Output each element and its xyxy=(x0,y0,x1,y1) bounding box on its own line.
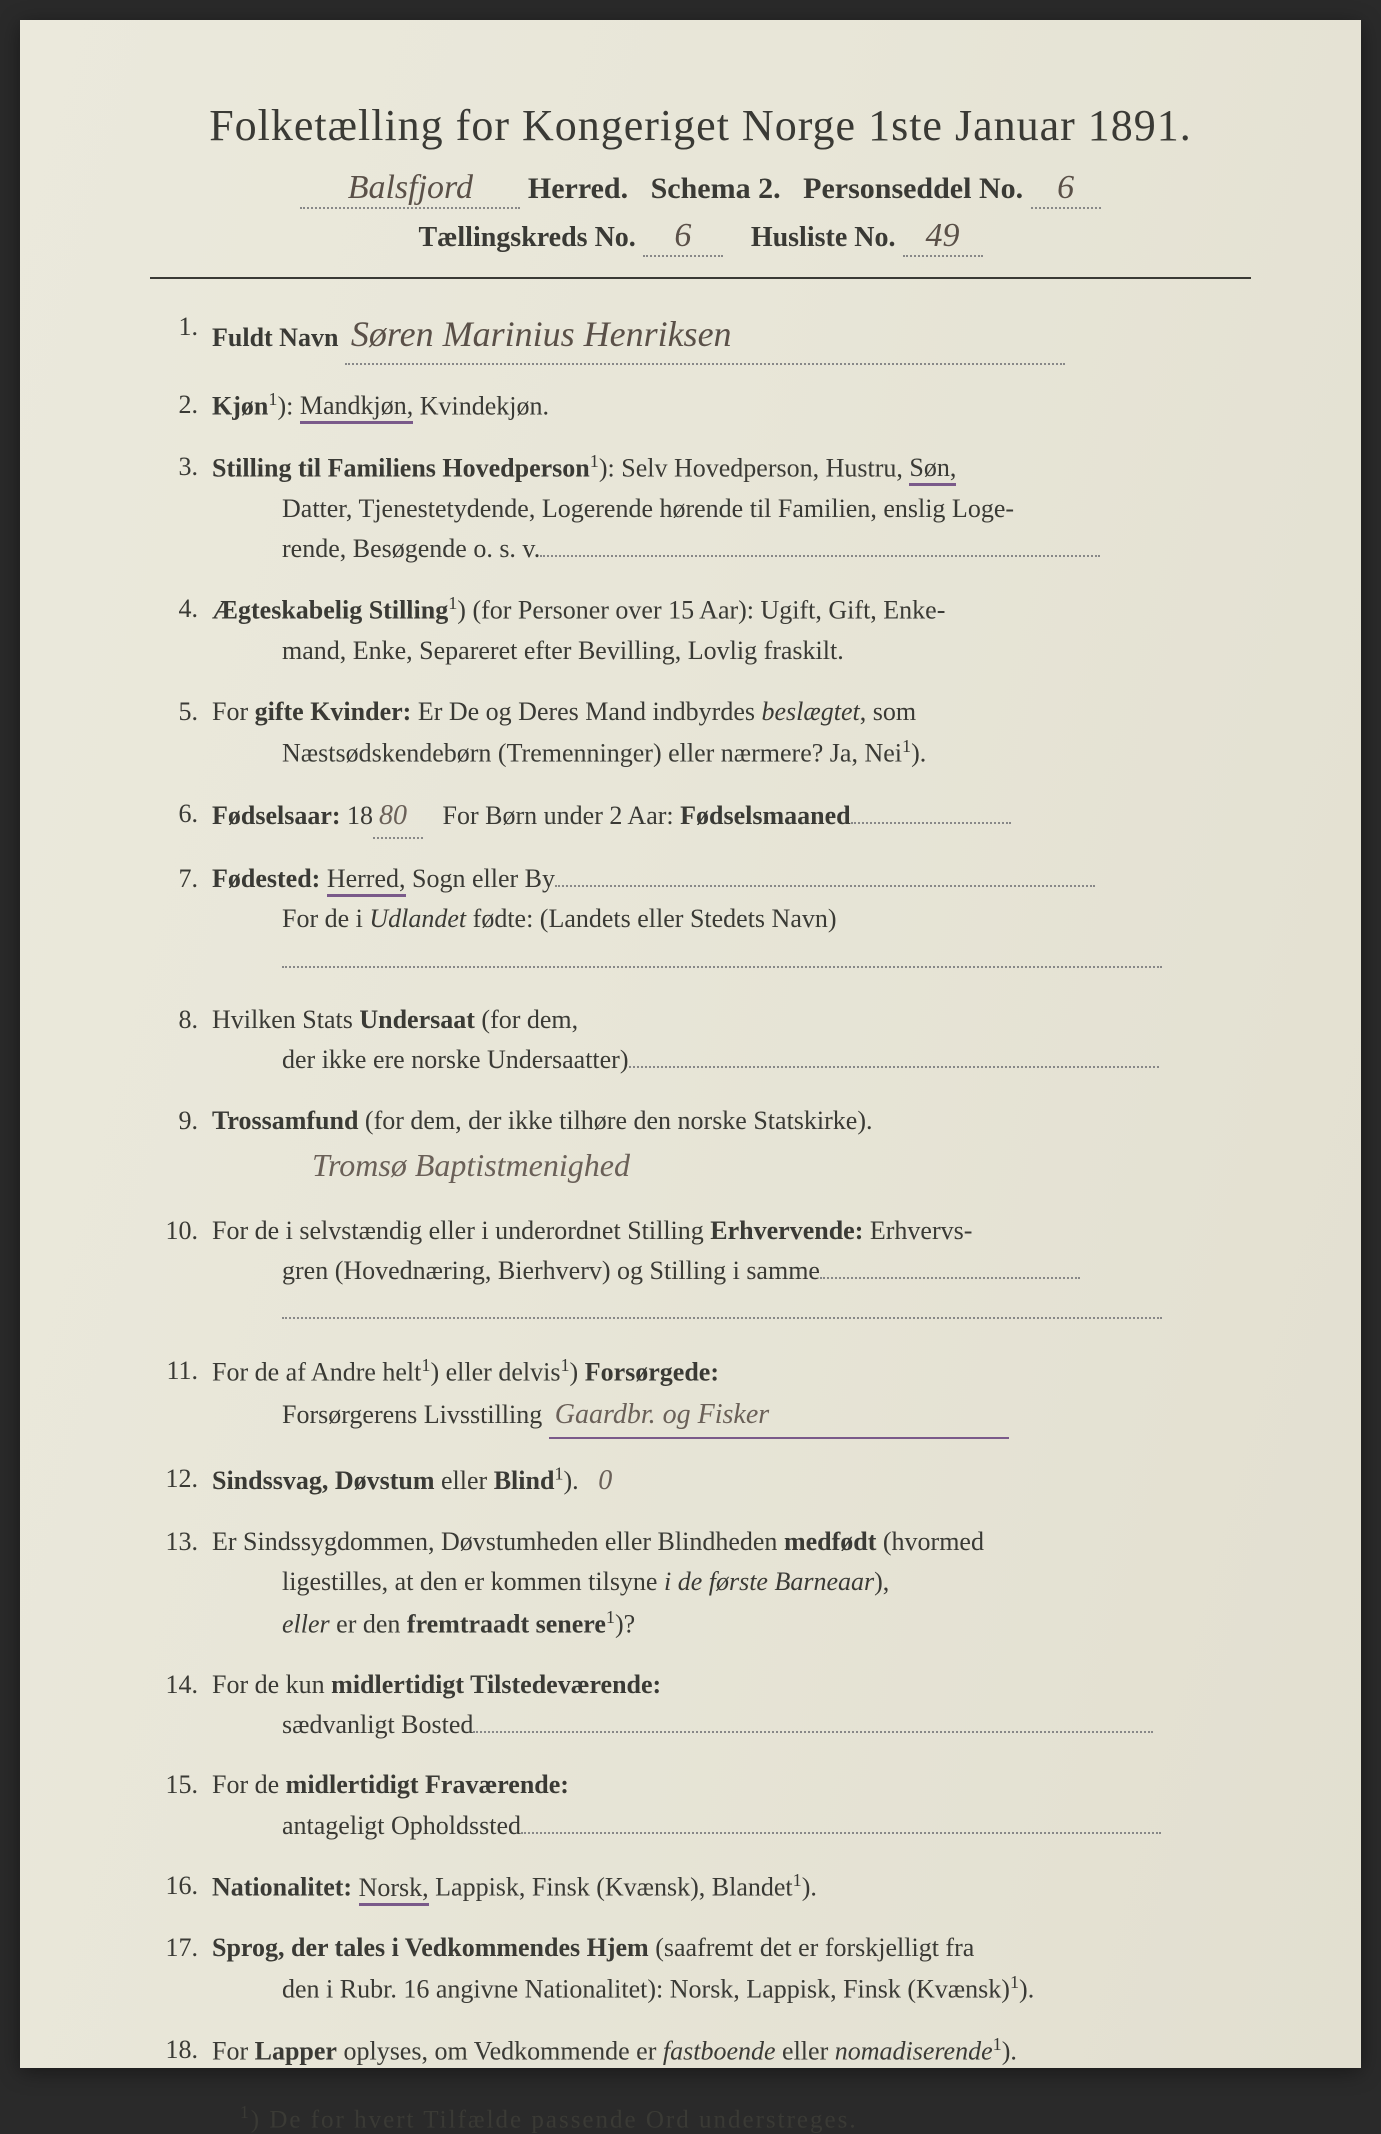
herred-label: Herred. xyxy=(528,172,628,205)
q13: 13. Er Sindssygdommen, Døvstumheden elle… xyxy=(160,1522,1251,1645)
q2: 2. Kjøn1): Mandkjøn, Kvindekjøn. xyxy=(160,385,1251,427)
personseddel-label: Personseddel No. xyxy=(803,172,1023,205)
q9-value: Tromsø Baptistmenighed xyxy=(242,1141,1251,1191)
q18-num: 18. xyxy=(160,2030,212,2072)
q15-num: 15. xyxy=(160,1765,212,1846)
q5-label: gifte Kvinder: xyxy=(255,697,412,726)
q1-value: Søren Marinius Henriksen xyxy=(345,307,1065,365)
q12-label: Sindssvag, Døvstum xyxy=(212,1466,435,1495)
q18-label: Lapper xyxy=(255,2037,337,2066)
census-form-page: Folketælling for Kongeriget Norge 1ste J… xyxy=(20,20,1361,2068)
q16-label: Nationalitet: xyxy=(212,1873,352,1902)
q3-son: Søn, xyxy=(909,453,956,486)
q4-num: 4. xyxy=(160,589,212,671)
q9-label: Trossamfund xyxy=(212,1106,358,1135)
q9: 9. Trossamfund (for dem, der ikke tilhør… xyxy=(160,1101,1251,1191)
q14: 14. For de kun midlertidigt Tilstedevære… xyxy=(160,1665,1251,1746)
q17-label: Sprog, der tales i Vedkommendes Hjem xyxy=(212,1933,649,1962)
q3-num: 3. xyxy=(160,447,212,570)
q1-num: 1. xyxy=(160,307,212,365)
q3: 3. Stilling til Familiens Hovedperson1):… xyxy=(160,447,1251,570)
husliste-label: Husliste No. xyxy=(751,222,896,253)
q12-num: 12. xyxy=(160,1459,212,1502)
q13-num: 13. xyxy=(160,1522,212,1645)
husliste-no: 49 xyxy=(903,217,983,257)
q11-label: Forsørgede: xyxy=(585,1358,719,1387)
q12-mark: 0 xyxy=(598,1465,612,1496)
q11-value: Gaardbr. og Fisker xyxy=(549,1393,1009,1438)
q1: 1. Fuldt Navn Søren Marinius Henriksen xyxy=(160,307,1251,365)
q11: 11. For de af Andre helt1) eller delvis1… xyxy=(160,1351,1251,1438)
q5-num: 5. xyxy=(160,692,212,774)
q6-year: 80 xyxy=(373,794,423,839)
q6: 6. Fødselsaar: 1880 For Børn under 2 Aar… xyxy=(160,794,1251,839)
q8-num: 8. xyxy=(160,1000,212,1081)
kreds-no: 6 xyxy=(643,217,723,257)
q1-label: Fuldt Navn xyxy=(212,323,338,352)
q10-label: Erhvervende: xyxy=(710,1216,863,1245)
header-row-2: Tællingskreds No. 6 Husliste No. 49 xyxy=(150,217,1251,257)
header-row-1: Balsfjord Herred. Schema 2. Personseddel… xyxy=(150,169,1251,209)
divider xyxy=(150,277,1251,279)
q7-num: 7. xyxy=(160,859,212,980)
q4: 4. Ægteskabelig Stilling1) (for Personer… xyxy=(160,589,1251,671)
q7-label: Fødested: xyxy=(212,864,320,893)
kreds-label: Tællingskreds No. xyxy=(418,222,635,253)
q7-herred: Herred, xyxy=(327,864,406,897)
q15-label: midlertidigt Fraværende: xyxy=(286,1770,569,1799)
q2-label: Kjøn xyxy=(212,391,268,420)
q2-num: 2. xyxy=(160,385,212,427)
q16-num: 16. xyxy=(160,1866,212,1908)
q10-num: 10. xyxy=(160,1211,212,1332)
q17: 17. Sprog, der tales i Vedkommendes Hjem… xyxy=(160,1928,1251,2010)
q17-num: 17. xyxy=(160,1928,212,2010)
q13-label: medfødt xyxy=(784,1527,876,1556)
q18: 18. For Lapper oplyses, om Vedkommende e… xyxy=(160,2030,1251,2072)
schema-label: Schema 2. xyxy=(651,172,781,205)
q7: 7. Fødested: Herred, Sogn eller By For d… xyxy=(160,859,1251,980)
q8-label: Undersaat xyxy=(359,1005,475,1034)
q5: 5. For gifte Kvinder: Er De og Deres Man… xyxy=(160,692,1251,774)
footnote: 1) De for hvert Tilfælde passende Ord un… xyxy=(150,2102,1251,2134)
q6-num: 6. xyxy=(160,794,212,839)
q14-label: midlertidigt Tilstedeværende: xyxy=(331,1670,661,1699)
q8: 8. Hvilken Stats Undersaat (for dem, der… xyxy=(160,1000,1251,1081)
q2-kvindekjon: Kvindekjøn. xyxy=(420,391,549,420)
q9-num: 9. xyxy=(160,1101,212,1191)
personseddel-no: 6 xyxy=(1031,169,1101,209)
questions-list: 1. Fuldt Navn Søren Marinius Henriksen 2… xyxy=(150,307,1251,2072)
q12: 12. Sindssvag, Døvstum eller Blind1). 0 xyxy=(160,1459,1251,1502)
q16: 16. Nationalitet: Norsk, Lappisk, Finsk … xyxy=(160,1866,1251,1908)
q10: 10. For de i selvstændig eller i underor… xyxy=(160,1211,1251,1332)
herred-handwritten: Balsfjord xyxy=(300,169,520,209)
q3-label: Stilling til Familiens Hovedperson xyxy=(212,453,590,482)
q4-label: Ægteskabelig Stilling xyxy=(212,596,448,625)
q2-mandkjon: Mandkjøn, xyxy=(300,391,413,424)
q11-num: 11. xyxy=(160,1351,212,1438)
page-title: Folketælling for Kongeriget Norge 1ste J… xyxy=(150,100,1251,151)
q14-num: 14. xyxy=(160,1665,212,1746)
q6-label: Fødselsaar: xyxy=(212,801,341,830)
q15: 15. For de midlertidigt Fraværende: anta… xyxy=(160,1765,1251,1846)
q16-norsk: Norsk, xyxy=(359,1873,429,1906)
